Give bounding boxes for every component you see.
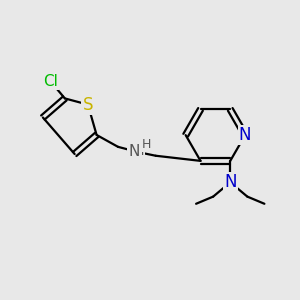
Text: N: N	[224, 173, 236, 191]
Text: Cl: Cl	[43, 74, 58, 89]
Text: H: H	[141, 138, 151, 151]
Text: N: N	[239, 126, 251, 144]
Text: H: H	[135, 145, 144, 158]
Text: S: S	[82, 96, 93, 114]
Text: N: N	[128, 144, 140, 159]
